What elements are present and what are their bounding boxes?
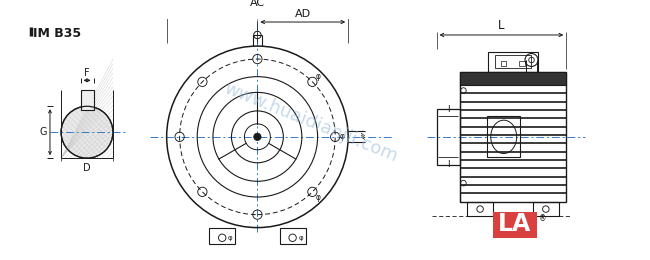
Bar (280, 228, 306, 244)
Text: www.huaidianjii.com: www.huaidianjii.com (222, 80, 400, 166)
Text: φ: φ (315, 72, 320, 81)
Text: φ: φ (315, 193, 320, 202)
Text: l: l (447, 160, 449, 169)
Bar (487, 116, 521, 157)
Bar (209, 228, 235, 244)
Text: F: F (84, 68, 90, 77)
Bar (460, 72, 566, 85)
Text: IM B35: IM B35 (33, 27, 81, 40)
Text: L: L (498, 19, 504, 32)
Bar (467, 202, 493, 217)
Bar (533, 202, 559, 217)
Text: AD: AD (294, 9, 311, 19)
Bar (519, 61, 525, 66)
Bar (493, 212, 537, 238)
Text: D: D (83, 163, 91, 173)
Bar (460, 72, 566, 202)
Bar (488, 52, 538, 72)
Bar (501, 61, 506, 66)
Bar (495, 55, 531, 68)
Text: ®: ® (539, 214, 547, 223)
Text: φ: φ (298, 235, 303, 241)
Circle shape (254, 133, 261, 141)
Text: G: G (40, 127, 47, 137)
Bar (81, 90, 94, 110)
Text: φ: φ (227, 235, 233, 241)
Text: φ: φ (340, 132, 345, 141)
Text: l: l (447, 105, 449, 114)
Text: LA: LA (498, 212, 532, 236)
Circle shape (61, 106, 113, 158)
Bar (437, 109, 460, 165)
Text: AC: AC (250, 0, 265, 8)
